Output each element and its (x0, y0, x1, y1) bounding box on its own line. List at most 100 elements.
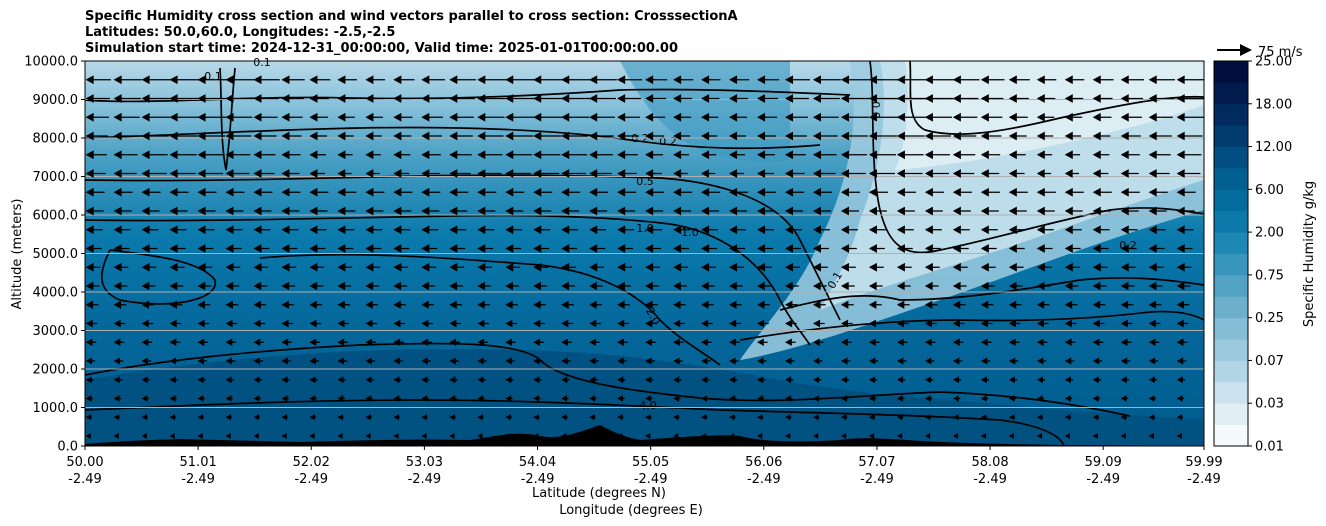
wind-vector (1008, 112, 1028, 122)
wind-vector (1064, 206, 1083, 216)
wind-vector (393, 94, 414, 103)
wind-vector (309, 262, 325, 272)
x-tick-label-lon: -2.49 (634, 472, 668, 487)
wind-vector (1036, 357, 1047, 365)
wind-vector (449, 414, 456, 421)
wind-vector (896, 319, 909, 328)
wind-vector (1008, 376, 1018, 384)
wind-vector (1120, 281, 1135, 291)
wind-vector (729, 319, 741, 328)
wind-vector (1176, 225, 1194, 235)
wind-vector (1064, 150, 1081, 160)
wind-vector (141, 131, 169, 141)
wind-vector (533, 131, 562, 141)
wind-vector (1036, 433, 1043, 439)
wind-vector (645, 433, 651, 439)
wind-vector (365, 376, 374, 384)
wind-vector (169, 94, 200, 103)
wind-vector (924, 150, 950, 160)
x-tick-label-lat: 56.06 (745, 455, 782, 470)
colorbar-tick-label: 6.00 (1255, 183, 1284, 198)
wind-vector (225, 94, 254, 103)
wind-vector (281, 319, 294, 328)
x-tick-label-lon: -2.49 (747, 472, 781, 487)
wind-vector (701, 414, 708, 421)
wind-vector (896, 281, 911, 291)
wind-vector (1148, 206, 1167, 216)
wind-vector (1092, 338, 1104, 346)
wind-vector (813, 112, 839, 122)
wind-vector (645, 319, 657, 328)
wind-vector (589, 187, 609, 197)
wind-vector (1092, 150, 1110, 160)
wind-vector (1064, 433, 1071, 439)
wind-vector (589, 281, 603, 291)
wind-vector (1148, 319, 1161, 328)
wind-vector (421, 338, 432, 346)
wind-vector (449, 262, 465, 272)
wind-vector (840, 94, 871, 103)
wind-vector (785, 131, 807, 141)
y-tick-label: 8000.0 (33, 132, 79, 147)
wind-vector (952, 281, 967, 291)
wind-vector (1036, 395, 1045, 402)
wind-vector (1120, 75, 1145, 85)
wind-vector (169, 357, 180, 365)
wind-vector (1120, 338, 1132, 346)
wind-vector (449, 357, 459, 365)
wind-vector (533, 169, 560, 178)
wind-vector (225, 300, 239, 309)
wind-vector (980, 338, 992, 346)
wind-vector (281, 262, 297, 272)
wind-vector (1176, 281, 1191, 291)
wind-vector (281, 433, 287, 439)
wind-vector (589, 376, 598, 384)
wind-vector (505, 357, 515, 365)
wind-vector (533, 112, 563, 122)
colorbar-segment (1214, 339, 1248, 361)
wind-vector (645, 281, 659, 291)
wind-vector (449, 225, 467, 235)
wind-vector (337, 262, 353, 272)
x-tick-label-lon: -2.49 (68, 472, 102, 487)
wind-vector (533, 433, 539, 439)
wind-vector (337, 433, 343, 439)
colorbar-segment (1214, 296, 1248, 319)
wind-vector (1036, 187, 1056, 197)
wind-vector (785, 112, 808, 122)
wind-vector (309, 94, 330, 103)
wind-vector (924, 319, 937, 328)
wind-vector (1092, 206, 1111, 216)
wind-vector (477, 169, 502, 178)
wind-vector (197, 338, 209, 346)
wind-vector (533, 300, 546, 309)
wind-vector (337, 281, 352, 291)
wind-vector (1064, 187, 1084, 197)
wind-vector (980, 94, 1004, 103)
wind-vector (281, 244, 298, 253)
wind-vector (813, 433, 819, 439)
wind-vector (225, 319, 238, 328)
wind-vector (980, 357, 991, 365)
wind-vector (757, 395, 765, 402)
wind-vector (197, 357, 208, 365)
wind-vector (225, 433, 231, 439)
wind-vector (924, 262, 940, 272)
wind-vector (868, 262, 884, 272)
wind-vector (673, 281, 687, 291)
wind-vector (589, 357, 599, 365)
wind-vector (701, 244, 717, 253)
wind-vector (561, 75, 592, 85)
x-tick-label-lat: 58.08 (971, 455, 1008, 470)
wind-vector (617, 319, 629, 328)
wind-vector (952, 376, 962, 384)
wind-vector (253, 206, 272, 216)
colorbar-tick-label: 2.00 (1255, 226, 1284, 241)
wind-vector (673, 112, 692, 122)
wind-vector (1008, 244, 1025, 253)
wind-vector (169, 376, 179, 384)
wind-vector (477, 94, 506, 103)
wind-vector (840, 338, 852, 346)
wind-vector (113, 414, 121, 421)
wind-vector (729, 414, 736, 421)
